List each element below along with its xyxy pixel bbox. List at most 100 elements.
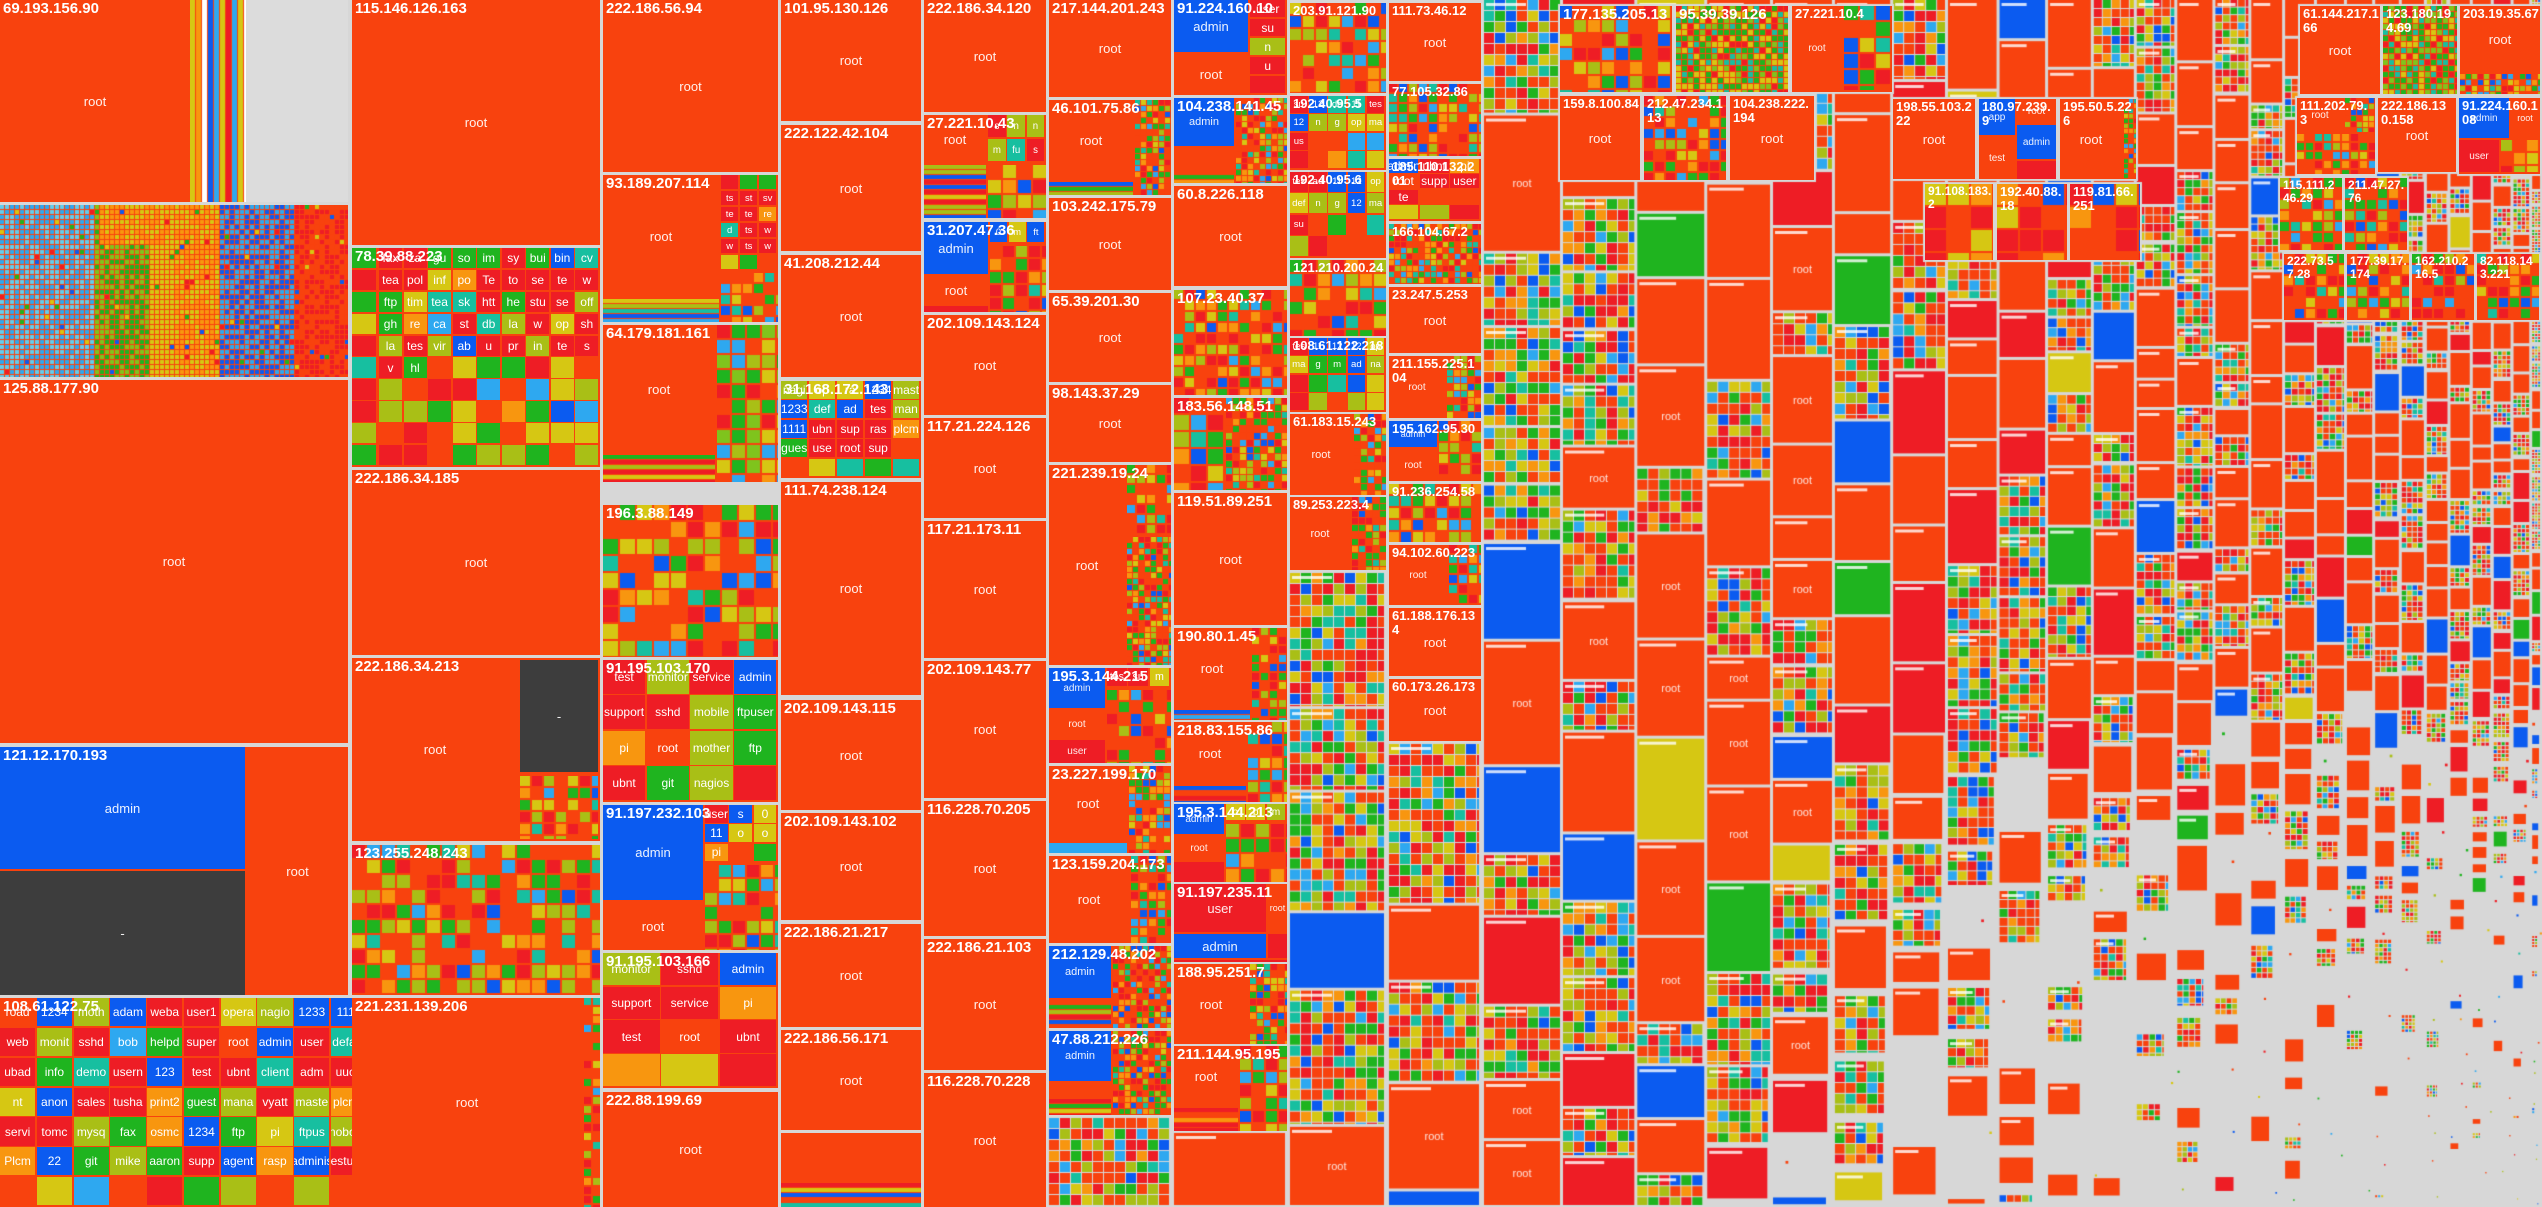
mosaic-canvas[interactable] <box>717 325 778 482</box>
child-node[interactable] <box>1174 148 1234 168</box>
child-node-admin[interactable]: admin <box>1049 668 1105 708</box>
treemap-block-91.236.254.58[interactable]: 91.236.254.58 <box>1389 484 1481 542</box>
treemap-block-180.97.239.9[interactable]: app test root admin 180.97.239.9 <box>1979 99 2056 179</box>
username-cell[interactable]: n <box>1250 37 1286 56</box>
mosaic-cell[interactable] <box>352 335 377 356</box>
username-cell[interactable]: st <box>452 313 476 334</box>
username-cell[interactable]: sup <box>836 419 864 438</box>
child-node-root[interactable]: root <box>603 325 715 453</box>
username-cell[interactable]: tes <box>1366 96 1385 113</box>
child-node[interactable] <box>1174 960 1287 962</box>
username-cell[interactable]: stu <box>526 291 550 313</box>
username-cell[interactable]: mana <box>220 1087 256 1116</box>
mosaic-canvas[interactable] <box>721 273 778 322</box>
username-cell[interactable]: tomc <box>36 1117 72 1146</box>
child-node[interactable] <box>1049 1083 1111 1097</box>
username-cell[interactable]: tes <box>1107 668 1127 687</box>
treemap-block-195.3.144.215[interactable]: admin root user tes su m 195.3.144.215 <box>1049 668 1171 763</box>
treemap-block-221.231.139.206[interactable]: root 221.231.139.206 <box>352 998 600 1207</box>
treemap-block-195.50.5.226[interactable]: root 195.50.5.226 <box>2060 99 2136 179</box>
treemap-block-60.8.226.118[interactable]: root 60.8.226.118 <box>1174 186 1287 286</box>
mosaic-cell[interactable] <box>575 401 599 422</box>
username-cell[interactable]: Te <box>477 269 501 291</box>
mosaic-cell[interactable] <box>1250 75 1286 94</box>
username-cell[interactable]: za <box>403 248 427 269</box>
treemap-block-111.73.46.12[interactable]: root 111.73.46.12 <box>1389 3 1481 81</box>
username-cell[interactable]: 11 <box>705 824 728 843</box>
mosaic-cell[interactable] <box>0 1177 36 1206</box>
mosaic-cell[interactable] <box>1309 236 1327 257</box>
username-cell[interactable]: u <box>477 335 501 356</box>
child-node[interactable] <box>1268 934 1287 958</box>
username-cell[interactable]: se <box>526 269 550 291</box>
treemap-block-23.247.5.253[interactable]: root 23.247.5.253 <box>1389 287 1481 353</box>
treemap-block-190.80.1.45[interactable]: root 190.80.1.45 <box>1174 628 1287 720</box>
mosaic-cell[interactable] <box>73 1177 109 1206</box>
child-node-admin[interactable]: admin <box>0 747 245 869</box>
mosaic-cell[interactable] <box>1366 214 1385 235</box>
treemap-block-91.197.232.103[interactable]: admin root user s 0 11 o o pi 91.197.232.103 <box>603 805 778 950</box>
mosaic-canvas[interactable] <box>2345 178 2407 250</box>
mosaic-cell[interactable] <box>477 379 501 400</box>
username-cell[interactable]: ftp <box>220 1117 256 1146</box>
treemap-block-115.111.246.29[interactable]: 115.111.246.29 <box>2280 178 2342 250</box>
username-cell[interactable]: web <box>0 1027 36 1057</box>
child-node-root[interactable]: root <box>2297 98 2343 132</box>
treemap-block-192.40.88.18[interactable]: 192.40.88.18 <box>1997 184 2067 260</box>
hstripes-canvas[interactable] <box>1174 1108 1238 1131</box>
mosaic-cell[interactable] <box>1366 393 1385 411</box>
username-cell[interactable]: de <box>1328 96 1346 113</box>
username-cell[interactable]: service <box>690 660 733 694</box>
username-cell[interactable]: ubnt <box>1419 159 1449 173</box>
mosaic-cell[interactable] <box>1347 236 1366 257</box>
treemap-block-61.144.217.166[interactable]: root 61.144.217.166 <box>2300 6 2380 94</box>
mosaic-canvas[interactable] <box>1925 184 1993 260</box>
child-node-admin[interactable]: admin <box>603 805 703 900</box>
username-cell[interactable]: pi <box>603 730 646 765</box>
mosaic-cell[interactable] <box>1290 151 1308 169</box>
username-cell[interactable]: info <box>36 1057 72 1086</box>
username-cell[interactable]: root <box>836 439 864 457</box>
username-cell[interactable]: agent <box>220 1147 256 1176</box>
child-node-root[interactable]: root <box>1174 1046 1238 1106</box>
treemap-block-60.173.26.173[interactable]: root 60.173.26.173 <box>1389 679 1481 741</box>
mosaic-canvas[interactable] <box>1250 964 1287 1044</box>
child-node[interactable] <box>781 1133 921 1181</box>
username-cell[interactable]: tes <box>403 335 427 356</box>
hstripes-canvas[interactable] <box>924 165 986 218</box>
treemap-block-91.108.183.2[interactable]: 91.108.183.2 <box>1925 184 1993 260</box>
treemap-block-121.210.200.24[interactable]: 121.210.200.24 <box>1290 260 1386 336</box>
mosaic-cell[interactable] <box>477 423 501 444</box>
mosaic-canvas[interactable] <box>1113 946 1171 1028</box>
mosaic-cell[interactable] <box>1450 189 1480 204</box>
username-cell[interactable]: o <box>753 824 777 843</box>
mosaic-cell[interactable] <box>864 458 892 477</box>
mosaic-canvas[interactable] <box>1240 1046 1287 1131</box>
child-node-root[interactable]: root <box>1049 856 1129 943</box>
treemap-block-123.180.194.69[interactable]: 123.180.194.69 <box>2383 6 2457 94</box>
mosaic-canvas[interactable] <box>1560 6 1672 92</box>
username-cell[interactable]: te <box>550 269 574 291</box>
mosaic-cell[interactable] <box>808 458 836 477</box>
mosaic-cell[interactable] <box>352 269 377 291</box>
username-cell[interactable]: print2 <box>147 1087 183 1116</box>
username-cell[interactable]: 1111 <box>781 419 808 438</box>
username-cell[interactable]: w <box>758 222 777 238</box>
username-cell[interactable]: monitor <box>646 660 689 694</box>
treemap-block-108.61.122.75[interactable]: road 1234 moth adam weba user1 opera nagio 1233 1… <box>0 998 368 1207</box>
username-cell[interactable]: gu <box>428 248 452 269</box>
treemap-block-94.102.60.223[interactable]: root 94.102.60.223 <box>1389 545 1481 605</box>
username-cell[interactable]: pr <box>501 335 525 356</box>
username-cell[interactable]: maste <box>294 1087 330 1116</box>
username-cell[interactable]: te <box>550 335 574 356</box>
username-cell[interactable]: usern <box>110 1057 146 1086</box>
username-cell[interactable]: supp <box>183 1147 220 1176</box>
mosaic-cell[interactable] <box>477 357 501 378</box>
mosaic-canvas[interactable] <box>1290 3 1386 93</box>
username-cell[interactable]: tusha <box>110 1087 146 1116</box>
treemap-block-61.183.15.243[interactable]: root 61.183.15.243 <box>1290 414 1386 495</box>
mosaic-canvas[interactable] <box>1127 537 1171 665</box>
mosaic-canvas[interactable] <box>1252 628 1287 720</box>
username-cell[interactable]: guest <box>183 1087 220 1116</box>
username-cell[interactable]: man <box>892 400 920 419</box>
